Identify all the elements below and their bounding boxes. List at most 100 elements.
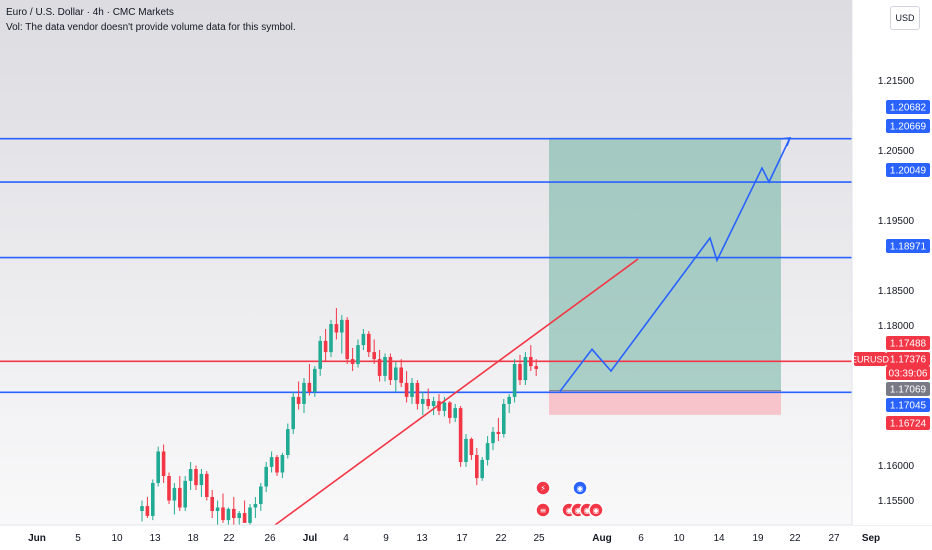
candle-body (448, 402, 452, 418)
y-tick-label: 1.18500 (878, 286, 915, 297)
candle-body (242, 513, 247, 523)
candle-body (361, 333, 366, 346)
candle-body (345, 319, 349, 360)
candle (318, 336, 322, 376)
candle-body (248, 507, 252, 523)
candle-body (458, 408, 463, 462)
candle-body (415, 382, 420, 404)
candle (215, 500, 220, 525)
candle-body (485, 443, 490, 460)
candle (178, 476, 182, 511)
symbol-tag: EURUSD (851, 352, 889, 366)
candle (280, 452, 285, 479)
candle (313, 366, 317, 397)
x-tick-label: Jul (303, 533, 318, 544)
price-label-bg (886, 352, 930, 366)
candle-body (496, 431, 501, 434)
event-glyph: ≡ (540, 506, 547, 515)
candle (259, 483, 263, 511)
candle-body (194, 469, 198, 486)
candle-body (226, 508, 231, 521)
candle (475, 448, 479, 486)
candle-body (377, 359, 382, 376)
price-label-bg (886, 100, 930, 114)
x-tick-label: 10 (673, 533, 685, 544)
x-tick-label: Sep (862, 533, 880, 544)
candle-body (356, 345, 360, 364)
candle-body (275, 457, 279, 473)
price-label: 03:39:06 (886, 366, 930, 380)
y-tick-label: 1.20500 (878, 146, 915, 157)
price-label: 1.17488 (886, 336, 930, 350)
candle (221, 493, 225, 523)
candle (534, 359, 538, 376)
candle-body (426, 399, 430, 406)
candle (296, 381, 301, 410)
candle-body (394, 367, 398, 381)
price-label: 1.17376 (886, 352, 930, 366)
price-label: 1.16724 (886, 416, 930, 430)
candle (210, 490, 214, 518)
candle (491, 427, 495, 451)
x-tick-label: 22 (789, 533, 801, 544)
candle (453, 403, 457, 423)
candle-body (269, 457, 274, 467)
candle (302, 378, 306, 413)
candle (529, 345, 533, 371)
candle-body (296, 396, 301, 404)
event-glyph: ◉ (593, 506, 600, 515)
candle (269, 451, 274, 473)
y-axis-background (852, 0, 932, 525)
x-tick-label: 9 (383, 533, 389, 544)
candle-body (469, 438, 474, 455)
candle-body (464, 438, 468, 462)
candle (140, 500, 144, 522)
candle (394, 361, 398, 392)
candle-body (404, 382, 409, 397)
candle (156, 446, 160, 487)
x-tick-label: 4 (343, 533, 349, 544)
candle (469, 437, 474, 460)
y-tick-label: 1.19500 (878, 216, 915, 227)
candle-body (442, 402, 447, 411)
candle (329, 319, 333, 357)
y-tick-label: 1.18000 (878, 321, 915, 332)
candle (421, 392, 425, 416)
candle (523, 352, 528, 385)
candle-body (291, 396, 295, 430)
price-label: 1.20682 (886, 100, 930, 114)
candle (232, 497, 236, 525)
candle-body (367, 333, 371, 353)
price-label: 1.17069 (886, 382, 930, 396)
candle-body (475, 455, 479, 479)
candle-body (523, 357, 528, 381)
x-tick-label: 5 (75, 533, 81, 544)
candle (367, 331, 371, 357)
candle (248, 504, 252, 529)
x-tick-label: 19 (752, 533, 764, 544)
candle (205, 471, 209, 501)
candle-body (259, 486, 263, 504)
candle-body (302, 382, 306, 404)
candle-body (280, 455, 285, 473)
candle (226, 507, 231, 528)
candle-body (221, 507, 225, 521)
candle-body (167, 476, 171, 501)
candle-body (161, 451, 166, 476)
candle-body (183, 480, 187, 508)
candle-body (512, 364, 517, 397)
candle-body (507, 396, 511, 404)
currency-button[interactable]: USD (890, 6, 920, 30)
candle (199, 469, 204, 497)
candle-body (334, 324, 339, 333)
price-label-text: 1.20049 (890, 166, 927, 177)
candle (404, 371, 409, 403)
candle-body (431, 401, 436, 406)
x-tick-label: Aug (592, 533, 611, 544)
projected-path (559, 137, 791, 392)
candle (307, 364, 312, 396)
candle (275, 455, 279, 476)
candle-body (437, 401, 441, 411)
